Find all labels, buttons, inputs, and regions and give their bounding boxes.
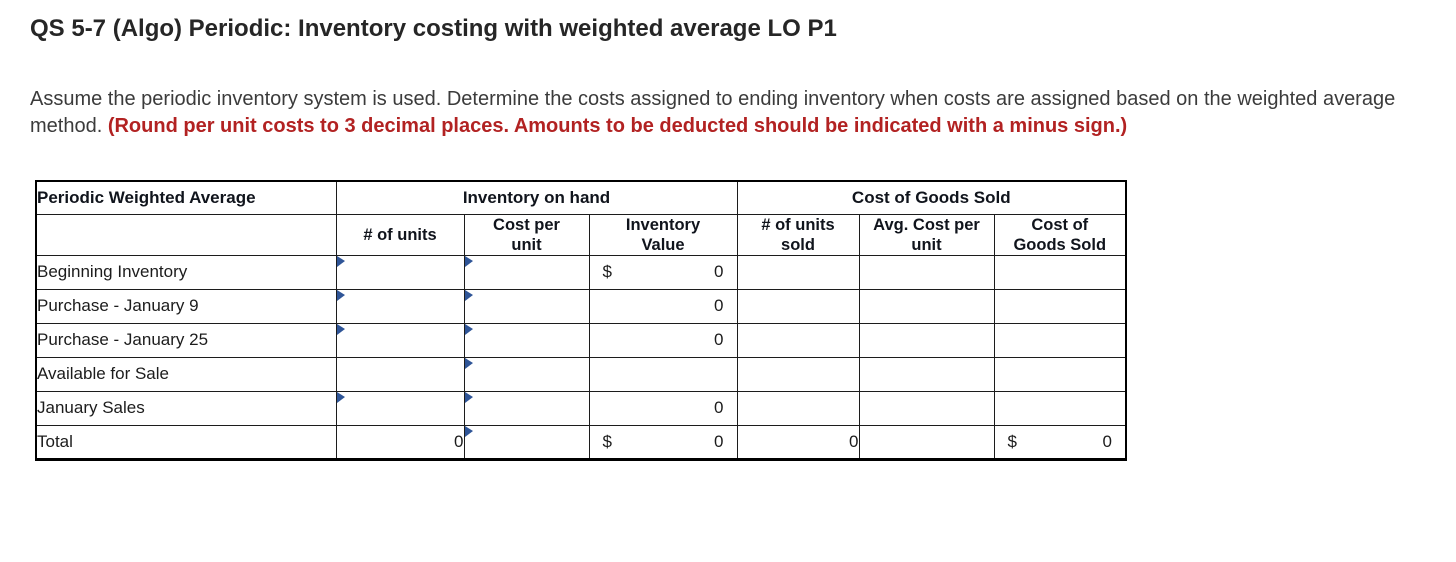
cell-available-for-sale-avg-cost-per-unit [858,356,995,392]
cell-purchase-january-9-units-sold [736,288,860,324]
cell-beginning-inventory-inventory-value: $0 [588,254,738,290]
cell-total-cogs: $0 [993,424,1127,461]
cell-purchase-january-25-inventory-value: 0 [588,322,738,358]
input-january-sales-units[interactable] [335,390,465,426]
cell-purchase-january-9-inventory-value: 0 [588,288,738,324]
table-row-january-sales: January Sales 0 [35,390,1127,426]
input-purchase-january-25-cost-per-unit[interactable] [463,322,590,358]
cell-purchase-january-25-avg-cost-per-unit [858,322,995,358]
cell-purchase-january-9-avg-cost-per-unit [858,288,995,324]
cell-value: 0 [714,398,724,417]
cell-total-units-sold: 0 [736,424,860,461]
table-row-total: Total 0 $0 0 $0 [35,424,1127,461]
row-label: Available for Sale [35,356,337,392]
input-total-cost-per-unit[interactable] [463,424,590,461]
col-header-cost-of-goods-sold: Cost of Goods Sold [993,213,1127,256]
currency-symbol: $ [602,262,612,281]
row-label: Total [35,424,337,461]
cell-value: 0 [714,330,724,349]
cell-beginning-inventory-cogs [993,254,1127,290]
cell-available-for-sale-units [335,356,465,392]
cell-value: 0 [714,431,724,451]
table-row-purchase-january-9: Purchase - January 9 0 [35,288,1127,324]
currency-symbol: $ [602,431,612,451]
input-january-sales-cost-per-unit[interactable] [463,390,590,426]
cell-beginning-inventory-avg-cost-per-unit [858,254,995,290]
column-header-row: # of units Cost per unit Inventory Value… [35,213,1127,256]
cell-total-avg-cost-per-unit [858,424,995,461]
currency-symbol: $ [1007,431,1017,451]
cell-value: 0 [714,296,724,315]
input-available-for-sale-cost-per-unit[interactable] [463,356,590,392]
cell-beginning-inventory-units-sold [736,254,860,290]
worksheet-table: Periodic Weighted Average Inventory on h… [35,180,1127,461]
row-label: Purchase - January 9 [35,288,337,324]
cell-available-for-sale-inventory-value [588,356,738,392]
table-row-available-for-sale: Available for Sale [35,356,1127,392]
col-header-units: # of units [335,213,465,256]
group-header-inventory-on-hand: Inventory on hand [335,180,738,215]
cell-january-sales-cogs [993,390,1127,426]
cell-value: 0 [1102,431,1112,451]
corner-header: Periodic Weighted Average [35,180,337,215]
row-label: January Sales [35,390,337,426]
input-purchase-january-25-units[interactable] [335,322,465,358]
cell-value: 0 [714,262,724,281]
col-header-units-sold: # of units sold [736,213,860,256]
input-beginning-inventory-units[interactable] [335,254,465,290]
group-header-row: Periodic Weighted Average Inventory on h… [35,180,1127,215]
cell-january-sales-avg-cost-per-unit [858,390,995,426]
instructions-text: Assume the periodic inventory system is … [30,88,1396,137]
corner-blank-header [35,213,337,256]
cell-purchase-january-9-cogs [993,288,1127,324]
row-label: Purchase - January 25 [35,322,337,358]
col-header-cost-per-unit: Cost per unit [463,213,590,256]
input-purchase-january-9-cost-per-unit[interactable] [463,288,590,324]
cell-available-for-sale-cogs [993,356,1127,392]
problem-title: QS 5-7 (Algo) Periodic: Inventory costin… [30,15,837,42]
cell-january-sales-units-sold [736,390,860,426]
cell-january-sales-inventory-value: 0 [588,390,738,426]
cell-total-inventory-value: $0 [588,424,738,461]
cell-available-for-sale-units-sold [736,356,860,392]
problem-page: QS 5-7 (Algo) Periodic: Inventory costin… [30,15,1430,461]
row-label: Beginning Inventory [35,254,337,290]
input-beginning-inventory-cost-per-unit[interactable] [463,254,590,290]
instructions-emphasis: (Round per unit costs to 3 decimal place… [107,115,1128,137]
cell-purchase-january-25-cogs [993,322,1127,358]
col-header-avg-cost-per-unit: Avg. Cost per unit [858,213,995,256]
instructions: Assume the periodic inventory system is … [30,86,1430,140]
group-header-cost-of-goods-sold: Cost of Goods Sold [736,180,1127,215]
cell-total-units: 0 [335,424,465,461]
table-row-purchase-january-25: Purchase - January 25 0 [35,322,1127,358]
cell-purchase-january-25-units-sold [736,322,860,358]
table-row-beginning-inventory: Beginning Inventory $0 [35,254,1127,290]
col-header-inventory-value: Inventory Value [588,213,738,256]
input-purchase-january-9-units[interactable] [335,288,465,324]
